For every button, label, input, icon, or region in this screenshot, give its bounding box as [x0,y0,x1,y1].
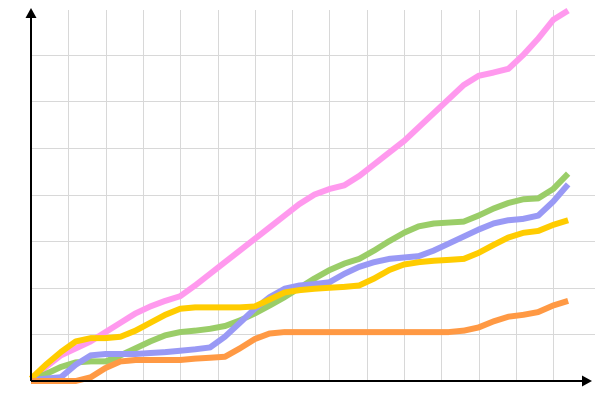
x-axis-arrow-icon [582,375,592,387]
series-yellow [28,217,570,381]
series-purple [30,182,571,384]
series-lines [28,7,571,384]
y-axis-arrow-icon [25,8,37,18]
chart-axes [25,8,592,387]
series-orange [31,297,570,384]
series-pink [29,7,570,382]
